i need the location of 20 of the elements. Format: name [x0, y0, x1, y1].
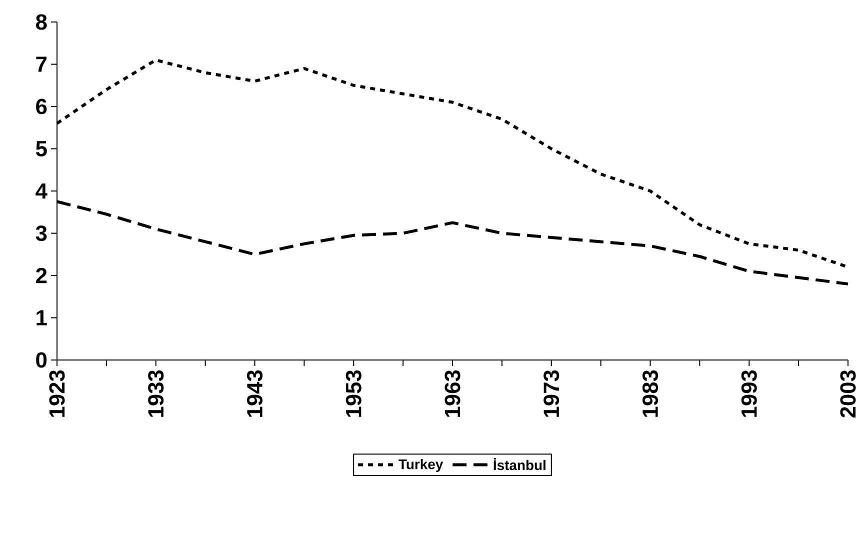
legend-label: Turkey: [398, 458, 444, 472]
x-tick-label: 1963: [444, 370, 460, 417]
y-tick-label: 8: [36, 14, 47, 30]
x-tick-label: 1943: [246, 370, 263, 417]
x-tick-label: 1953: [346, 370, 362, 417]
y-tick-label: 7: [36, 56, 47, 72]
x-tick-label: 1973: [544, 370, 560, 417]
y-tick-label: 4: [36, 183, 48, 199]
x-tick-label: 1993: [741, 370, 757, 417]
y-tick-label: 5: [36, 141, 47, 156]
y-tick-label: 6: [36, 98, 47, 114]
x-tick-label: 1983: [642, 370, 658, 417]
x-tick-label: 2003: [840, 370, 856, 418]
x-tick-label: 1923: [49, 370, 65, 417]
y-tick-label: 3: [36, 225, 47, 242]
y-tick-label: 2: [36, 268, 47, 284]
y-tick-label: 0: [36, 352, 47, 368]
legend-label: İstanbul: [494, 458, 546, 470]
x-tick-label: 1933: [148, 370, 164, 417]
y-tick-label: 1: [36, 310, 47, 326]
